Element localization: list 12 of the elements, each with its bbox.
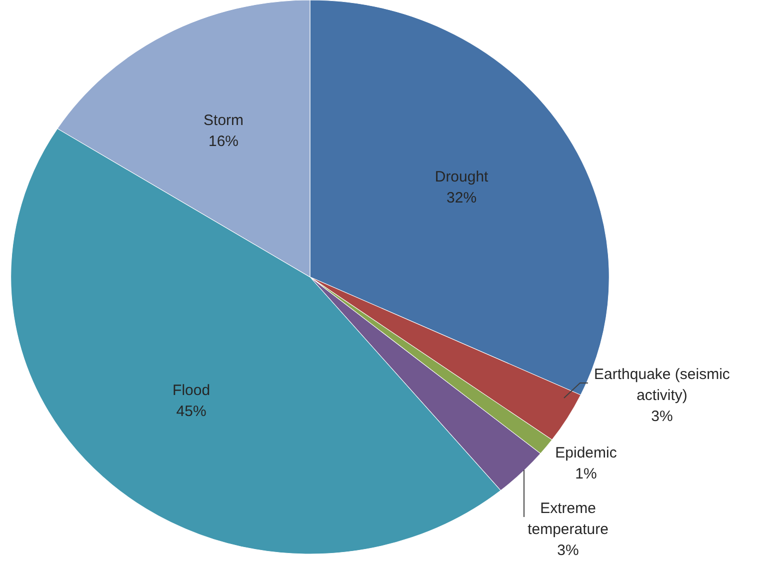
slice-label: Earthquake (seismic activity) [594, 366, 730, 404]
data-label: 3% [651, 408, 673, 425]
data-label: 45% [176, 403, 206, 420]
data-label: 3% [557, 542, 579, 559]
slice-label: Storm [204, 112, 244, 129]
slice-label: Epidemic [555, 444, 618, 462]
slice-label: Flood [172, 382, 210, 400]
slice-label: Extreme temperature [528, 500, 608, 538]
slice-label: Drought [434, 168, 490, 186]
data-label: 16% [208, 132, 239, 150]
data-label: 32% [446, 189, 477, 206]
data-label: 1% [575, 465, 597, 482]
